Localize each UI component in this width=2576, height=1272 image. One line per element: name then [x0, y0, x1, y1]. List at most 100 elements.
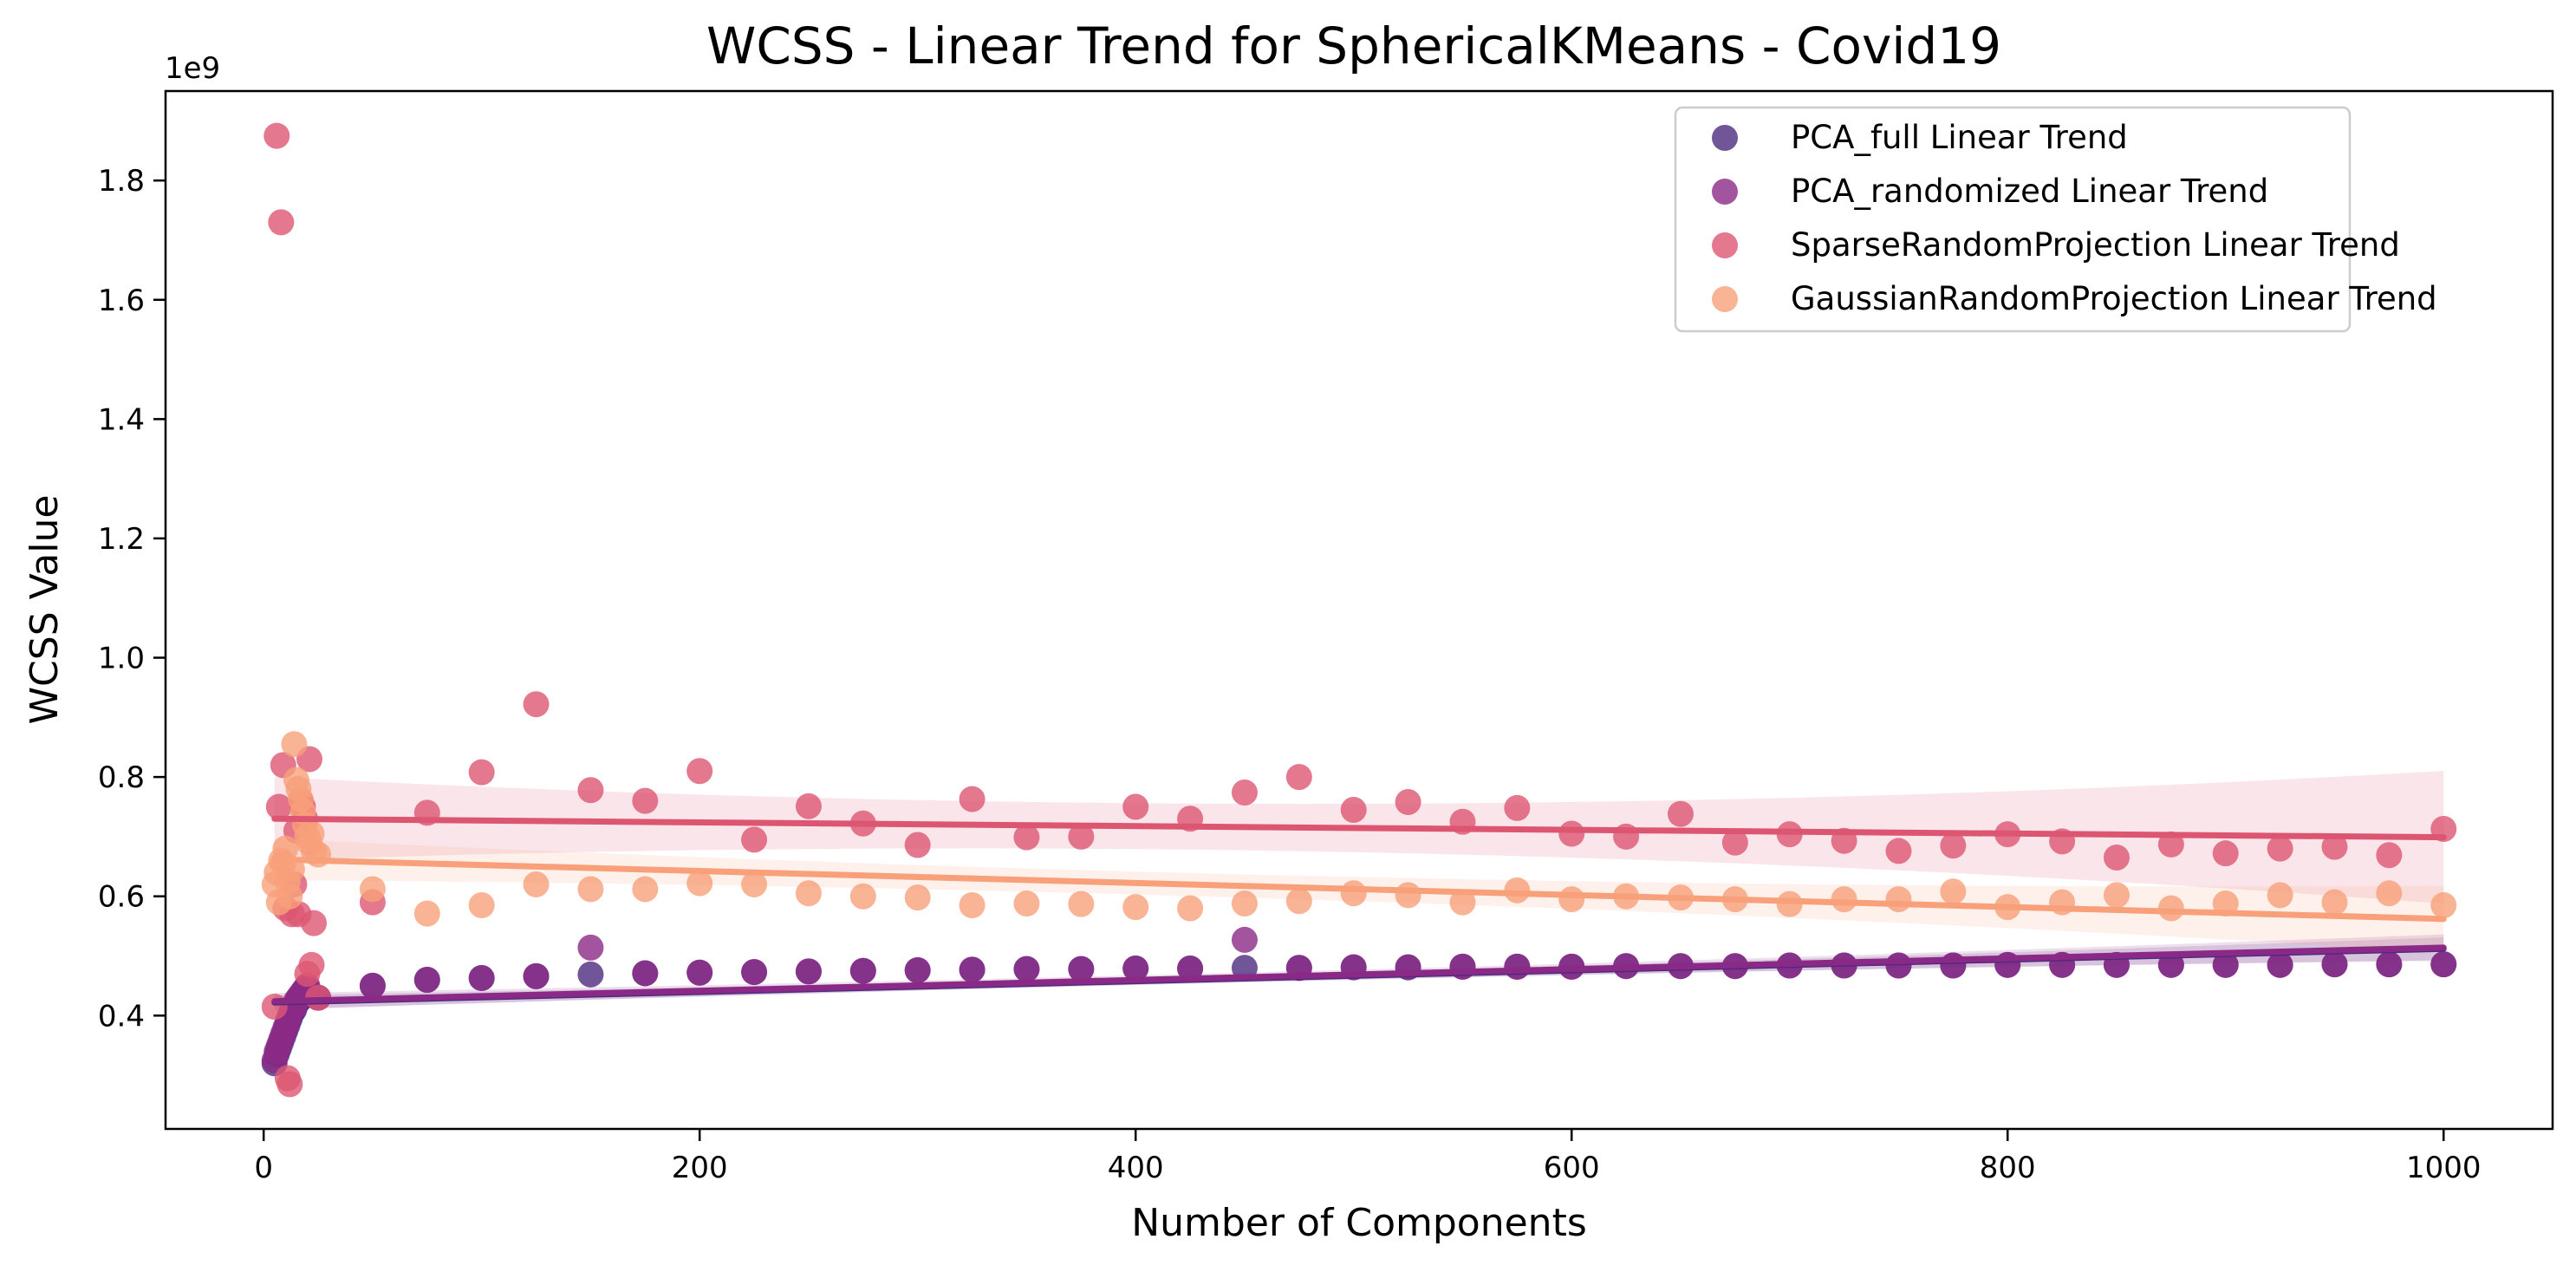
data-point	[2376, 842, 2403, 869]
data-point	[1558, 886, 1585, 913]
data-point	[741, 871, 768, 897]
legend-marker	[1712, 125, 1738, 151]
data-point	[1940, 952, 1967, 979]
data-point	[632, 960, 659, 987]
data-point	[1831, 886, 1857, 913]
trend-line	[271, 856, 2447, 923]
data-point	[959, 786, 986, 812]
data-point	[1776, 890, 1803, 917]
x-tick-label: 200	[672, 1151, 728, 1185]
data-point	[1504, 877, 1531, 903]
legend-label: GaussianRandomProjection Linear Trend	[1791, 280, 2437, 317]
data-point	[1504, 794, 1531, 821]
data-point	[523, 871, 550, 897]
data-point	[1885, 886, 1912, 913]
data-point	[261, 993, 288, 1020]
data-point	[359, 876, 386, 903]
trend-line	[271, 815, 2447, 841]
data-point	[1231, 926, 1258, 953]
data-point	[1340, 796, 1367, 823]
data-point	[2103, 882, 2130, 909]
data-point	[1940, 878, 1967, 905]
data-point	[523, 691, 550, 718]
data-point	[1013, 824, 1040, 851]
data-point	[904, 957, 931, 984]
data-point	[849, 957, 876, 984]
data-point	[276, 883, 303, 910]
legend-frame	[1674, 106, 2352, 333]
x-axis-label: Number of Components	[1131, 1201, 1587, 1245]
y-offset-label: 1e9	[165, 51, 220, 86]
y-tick-label: 0.4	[98, 999, 145, 1034]
data-point	[2321, 951, 2348, 978]
x-tick-label: 600	[1544, 1151, 1600, 1185]
data-point	[1122, 894, 1149, 921]
data-point	[795, 880, 822, 907]
data-point	[577, 961, 604, 988]
data-point	[1013, 890, 1040, 916]
data-point	[577, 876, 604, 903]
legend-label: PCA_randomized Linear Trend	[1791, 173, 2268, 210]
data-point	[1068, 823, 1095, 850]
x-axis: 0 200 400 600 800 1000	[254, 1129, 2482, 1185]
data-point	[2212, 840, 2239, 867]
data-point	[795, 958, 822, 985]
data-point	[1122, 955, 1149, 982]
data-point	[686, 870, 713, 897]
data-point	[632, 876, 659, 903]
data-point	[1068, 890, 1095, 917]
y-tick-label: 0.8	[98, 760, 145, 795]
data-point	[468, 892, 495, 919]
data-point	[2103, 844, 2130, 871]
data-point	[272, 835, 299, 862]
data-point	[1504, 953, 1531, 980]
y-tick-label: 0.6	[98, 880, 145, 915]
data-point	[2430, 951, 2457, 978]
data-point	[1667, 800, 1694, 827]
data-point	[1231, 780, 1258, 806]
data-point	[741, 959, 768, 986]
data-point	[795, 793, 822, 819]
data-point	[413, 967, 440, 994]
data-point	[2212, 951, 2239, 978]
data-point	[413, 900, 440, 927]
data-point	[265, 793, 292, 820]
chart-title: WCSS - Linear Trend for SphericalKMeans …	[706, 16, 2001, 75]
data-point	[2157, 895, 2184, 922]
data-point	[632, 787, 659, 814]
data-point	[1885, 838, 1912, 864]
data-point	[904, 832, 931, 858]
plot-area	[261, 122, 2457, 1098]
data-point	[1395, 882, 1421, 909]
data-point	[1285, 764, 1312, 791]
data-point	[1449, 889, 1476, 916]
data-point	[1068, 956, 1095, 982]
data-point	[2267, 835, 2293, 862]
y-tick-label: 1.8	[98, 164, 145, 199]
data-point	[686, 959, 713, 986]
data-point	[281, 731, 308, 758]
legend-marker	[1712, 179, 1738, 205]
data-point	[2321, 889, 2348, 916]
data-point	[276, 1071, 303, 1098]
y-axis-label: WCSS Value	[23, 495, 67, 725]
data-point	[468, 759, 495, 786]
data-point	[2267, 882, 2293, 909]
data-point	[1940, 832, 1967, 859]
legend-marker	[1712, 232, 1738, 258]
x-tick-label: 1000	[2406, 1151, 2482, 1185]
legend-marker	[1712, 286, 1738, 312]
data-point	[904, 884, 931, 911]
data-point	[741, 826, 768, 853]
y-tick-label: 1.6	[98, 284, 145, 318]
y-axis: 0.4 0.6 0.8 1.0 1.2 1.4 1.6 1.8	[98, 164, 166, 1034]
x-tick-label: 400	[1108, 1151, 1164, 1185]
data-point	[686, 758, 713, 785]
data-point	[577, 777, 604, 804]
data-point	[1177, 895, 1204, 922]
data-point	[523, 962, 550, 989]
data-point	[301, 910, 328, 936]
data-point	[1395, 789, 1421, 816]
data-point	[1285, 888, 1312, 915]
